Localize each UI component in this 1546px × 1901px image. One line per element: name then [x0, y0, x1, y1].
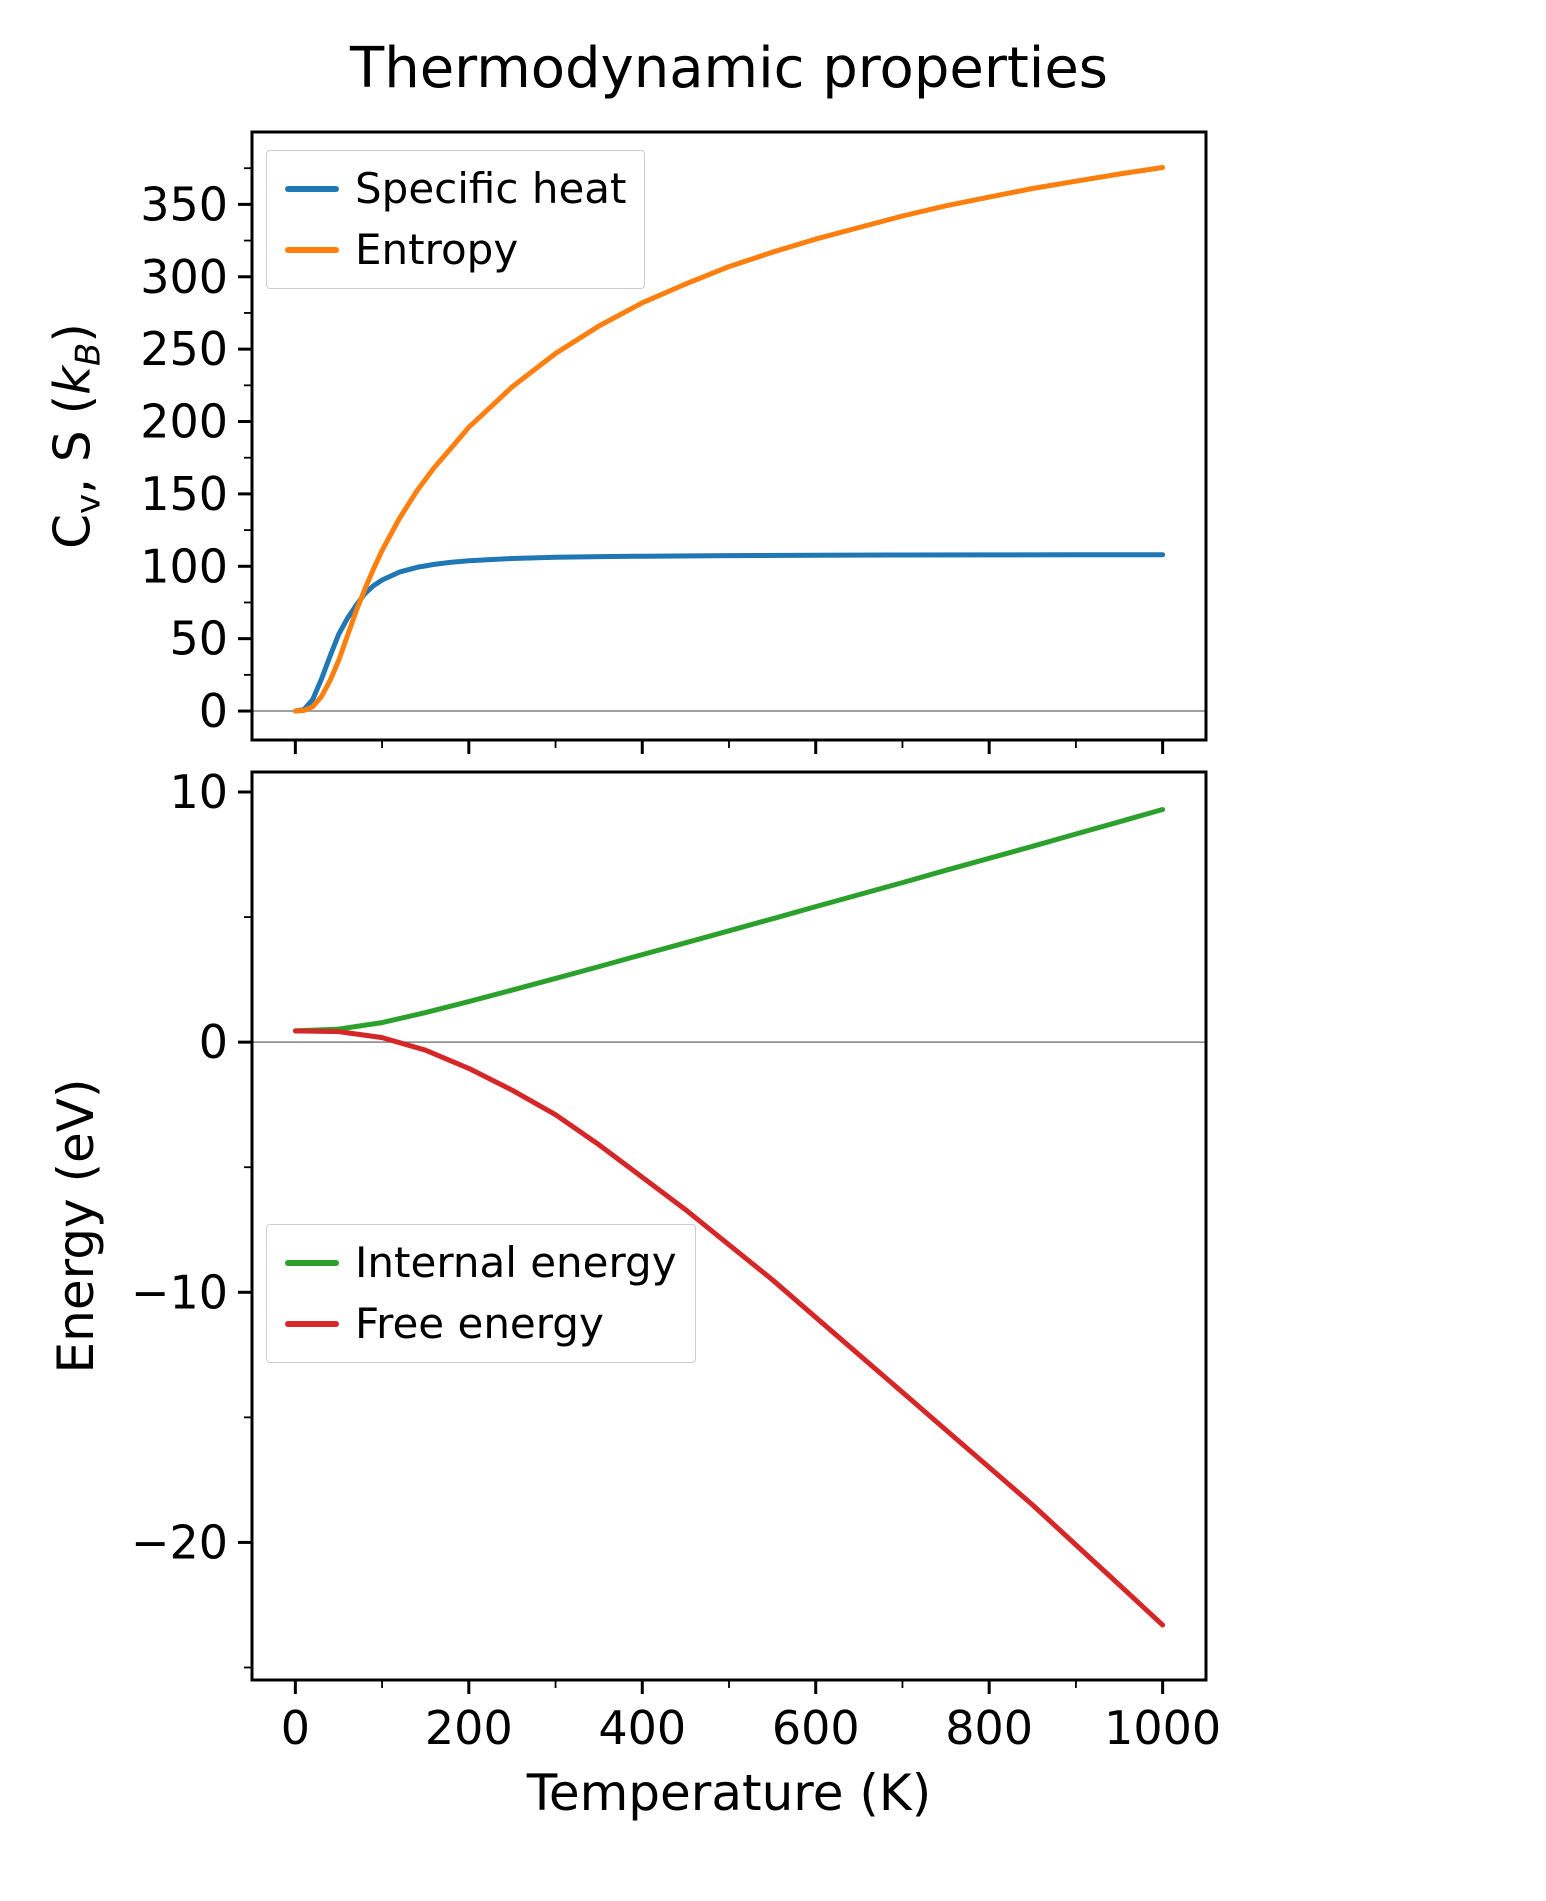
x-axis-label: Temperature (K) [526, 1764, 932, 1822]
legend-label-free-energy: Free energy [355, 1298, 604, 1348]
y-tick-label: 300 [140, 250, 228, 304]
x-tick-label: 200 [425, 1701, 513, 1755]
ylabel-part: C [43, 513, 102, 549]
ylabel-part: k [43, 365, 102, 395]
ylabel-part: ) [43, 323, 102, 343]
specific-heat-line-swatch [285, 186, 339, 193]
free-energy-curve [292, 1028, 1166, 1628]
y-tick-label: 250 [140, 322, 228, 376]
y-axis-label-cv-s: Cv, S (kB) [43, 323, 108, 549]
free-energy-line-swatch [285, 1320, 339, 1327]
x-tick-label: 400 [598, 1701, 686, 1755]
legend-label-entropy: Entropy [355, 224, 519, 274]
internal-energy-curve [292, 807, 1166, 1034]
y-tick-label: −10 [131, 1265, 228, 1319]
legend-top: Specific heat Entropy [266, 150, 646, 289]
y-tick-label: 150 [140, 467, 228, 521]
ylabel-part: , S ( [43, 394, 102, 494]
legend-bottom: Internal energy Free energy [266, 1224, 696, 1363]
x-tick-label: 1000 [1104, 1701, 1221, 1755]
internal-energy-line-swatch [285, 1260, 339, 1267]
legend-entry-entropy: Entropy [285, 224, 626, 277]
ylabel-part: v [68, 493, 109, 514]
y-tick-label: 50 [169, 612, 228, 666]
y-axis-label-energy: Energy (eV) [47, 1078, 105, 1374]
legend-label-internal-energy: Internal energy [355, 1238, 677, 1287]
y-tick-label: −20 [131, 1515, 228, 1569]
y-tick-label: 10 [169, 765, 228, 819]
y-tick-label: 0 [199, 684, 228, 738]
legend-entry-free-energy: Free energy [285, 1298, 677, 1351]
x-tick-label: 800 [945, 1701, 1033, 1755]
y-tick-label: 350 [140, 177, 228, 231]
specific-heat-curve [292, 552, 1166, 714]
legend-entry-internal-energy: Internal energy [285, 1237, 677, 1290]
x-tick-label: 0 [281, 1701, 310, 1755]
entropy-line-swatch [285, 246, 339, 253]
ylabel-part: B [68, 342, 109, 366]
figure-title: Thermodynamic properties [350, 36, 1108, 101]
entropy-curve [292, 165, 1166, 714]
x-tick-label: 600 [772, 1701, 860, 1755]
legend-label-specific-heat: Specific heat [355, 164, 627, 213]
y-tick-label: 0 [199, 1015, 228, 1069]
y-tick-label: 100 [140, 539, 228, 593]
y-tick-label: 200 [140, 395, 228, 449]
legend-entry-specific-heat: Specific heat [285, 163, 626, 216]
